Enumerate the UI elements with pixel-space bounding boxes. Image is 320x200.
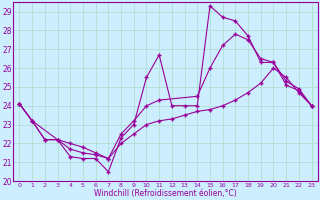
X-axis label: Windchill (Refroidissement éolien,°C): Windchill (Refroidissement éolien,°C) — [94, 189, 237, 198]
